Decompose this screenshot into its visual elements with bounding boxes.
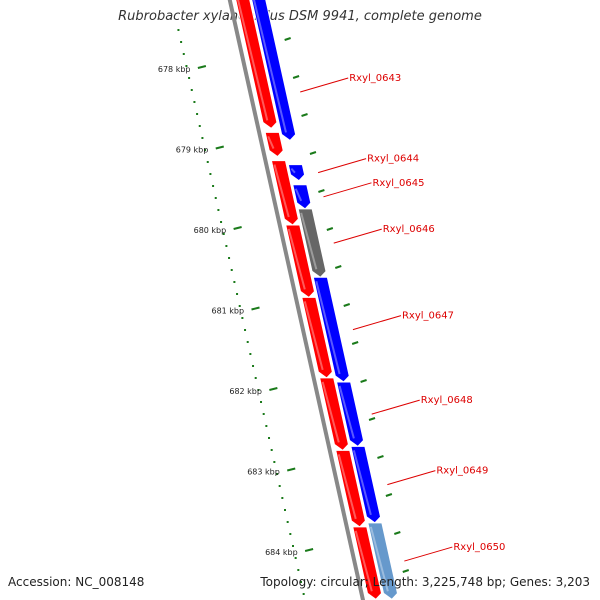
forward-tick (368, 417, 376, 421)
reverse-gene-arrow (335, 449, 366, 528)
forward-gene-arrow (350, 445, 382, 524)
forward-tick (309, 151, 317, 155)
forward-tick (284, 37, 291, 41)
forward-gene-arrow (335, 381, 365, 448)
major-tick (233, 226, 242, 230)
gene-label-leader (352, 315, 402, 331)
forward-gene-arrow (297, 208, 327, 278)
gene-label: Rxyl_0643 (349, 73, 401, 84)
major-tick (286, 467, 296, 472)
tick-label: 678 kbp (158, 65, 191, 74)
reverse-gene-arrow-highlight (287, 228, 306, 290)
forward-gene-arrow-highlight (315, 281, 341, 375)
forward-tick (334, 265, 342, 269)
tick-label: 682 kbp (229, 387, 262, 396)
forward-gene-arrow (292, 184, 312, 210)
forward-tick (351, 341, 359, 345)
gene-label-leader (387, 470, 436, 486)
reverse-gene-arrow (352, 526, 383, 600)
gene-label-leader (371, 399, 420, 415)
forward-tick (377, 455, 384, 459)
gene-label: Rxyl_0646 (383, 224, 435, 235)
gene-label: Rxyl_0647 (402, 311, 454, 322)
major-tick (215, 145, 224, 150)
gene-label-leader (317, 158, 367, 174)
map-title: Rubrobacter xylanophilus DSM 9941, compl… (118, 9, 482, 24)
backbone-line (227, 0, 366, 600)
reverse-gene-arrow (301, 296, 333, 379)
reverse-gene-arrow (285, 224, 316, 299)
forward-tick (301, 113, 308, 117)
gene-label: Rxyl_0648 (421, 395, 473, 406)
topology-text: Topology: circular; Length: 3,225,748 bp… (260, 575, 590, 589)
reverse-gene-arrow-highlight (267, 135, 275, 149)
gene-label-leader (404, 546, 453, 562)
reverse-gene-arrow (319, 377, 349, 452)
reverse-gene-arrow (264, 131, 284, 158)
major-tick (269, 387, 278, 391)
tick-label: 683 kbp (247, 468, 280, 477)
forward-gene-arrow (287, 164, 306, 182)
gene-label: Rxyl_0645 (372, 178, 424, 189)
tick-label: 679 kbp (176, 146, 209, 155)
forward-gene-arrow-highlight (338, 385, 355, 439)
forward-gene-arrow (251, 0, 297, 142)
gene-label-leader (300, 77, 349, 93)
forward-gene-arrow (312, 276, 350, 383)
reverse-gene-arrow-highlight (321, 381, 340, 443)
forward-tick (402, 569, 410, 573)
forward-gene-arrow-highlight (294, 188, 303, 202)
tick-label: 680 kbp (194, 226, 227, 235)
accession-text: Accession: NC_008148 (8, 575, 145, 589)
reverse-gene-arrow-highlight (273, 164, 290, 218)
reverse-gene-arrow-highlight (354, 530, 373, 592)
tick-label: 681 kbp (211, 307, 244, 316)
gene-label-leader (333, 228, 382, 244)
forward-gene-arrow-highlight (352, 450, 372, 516)
forward-gene-arrow-highlight (369, 526, 389, 592)
tick-label: 684 kbp (265, 548, 298, 557)
gene-label: Rxyl_0644 (367, 154, 419, 165)
forward-gene-arrow-highlight (300, 212, 318, 270)
reverse-strand-track (235, 0, 383, 600)
gene-label: Rxyl_0650 (453, 542, 505, 553)
backbone-layer (227, 0, 366, 600)
reverse-gene-arrow-highlight (303, 301, 324, 371)
reverse-gene-arrow-highlight (337, 454, 357, 520)
ticks-layer: 678 kbp 679 kbp 680 kbp 681 kbp 682 kbp 683 k… (158, 29, 410, 595)
forward-tick (318, 189, 325, 193)
major-tick (304, 548, 314, 552)
forward-gene-arrow (367, 522, 399, 600)
major-tick (197, 65, 207, 69)
forward-tick (385, 493, 393, 497)
forward-gene-arrow-highlight (290, 167, 296, 174)
forward-tick (394, 531, 401, 535)
forward-strand-track (251, 0, 399, 600)
forward-tick (326, 227, 334, 231)
gene-label: Rxyl_0649 (436, 466, 488, 477)
forward-tick (292, 75, 300, 79)
major-tick (251, 306, 260, 311)
reverse-gene-arrow (235, 0, 278, 130)
forward-tick (343, 303, 351, 307)
gene-labels-layer: Rxyl_0643 Rxyl_0644 Rxyl_0645 Rxyl_0646 Rxyl… (300, 73, 505, 562)
reverse-gene-arrow-highlight (237, 0, 269, 121)
forward-gene-arrow-highlight (253, 0, 287, 133)
gene-label-leader (323, 182, 372, 198)
forward-tick (360, 379, 367, 383)
reverse-gene-arrow (270, 160, 299, 226)
